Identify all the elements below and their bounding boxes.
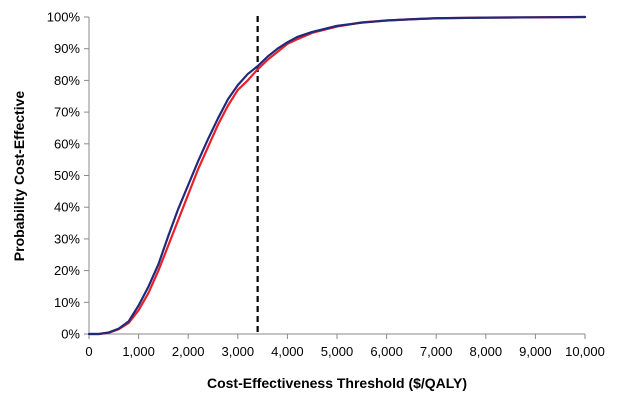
x-tick-label: 10,000 (565, 344, 605, 359)
x-tick-label: 0 (85, 344, 92, 359)
y-tick-label: 10% (54, 295, 80, 310)
x-tick-label: 7,000 (420, 344, 453, 359)
y-tick-label: 20% (54, 263, 80, 278)
series-lines (87, 15, 587, 336)
y-tick-label: 60% (54, 136, 80, 151)
y-tick-label: 0% (61, 327, 80, 342)
x-tick-label: 4,000 (271, 344, 304, 359)
y-tick-label: 90% (54, 41, 80, 56)
plot-area: 0 1,000 2,000 3,000 4,000 5,000 6,000 7,000 8,00… (47, 10, 605, 360)
x-tick-label: 6,000 (370, 344, 403, 359)
x-tick-label: 8,000 (470, 344, 503, 359)
y-tick-label: 30% (54, 231, 80, 246)
x-tick-label: 3,000 (222, 344, 255, 359)
y-tick-label: 40% (54, 200, 80, 215)
series-line-1 (87, 15, 587, 336)
x-tick-label: 1,000 (122, 344, 155, 359)
y-axis-title: Probability Cost-Effective (11, 91, 27, 262)
y-tick-label: 100% (47, 10, 81, 25)
series-line-2 (87, 15, 587, 336)
y-tick-label: 80% (54, 73, 80, 88)
x-axis-ticks: 0 1,000 2,000 3,000 4,000 5,000 6,000 7,000 8,00… (85, 334, 605, 359)
y-tick-label: 70% (54, 105, 80, 120)
x-axis-title: Cost-Effectiveness Threshold ($/QALY) (207, 375, 467, 391)
y-tick-label: 50% (54, 168, 80, 183)
x-tick-label: 2,000 (172, 344, 205, 359)
x-tick-label: 5,000 (321, 344, 354, 359)
y-axis-ticks: 0% 10% 20% 30% 40% 50% 60% 70% 80% 90% 100% (47, 10, 89, 342)
x-tick-label: 9,000 (519, 344, 552, 359)
